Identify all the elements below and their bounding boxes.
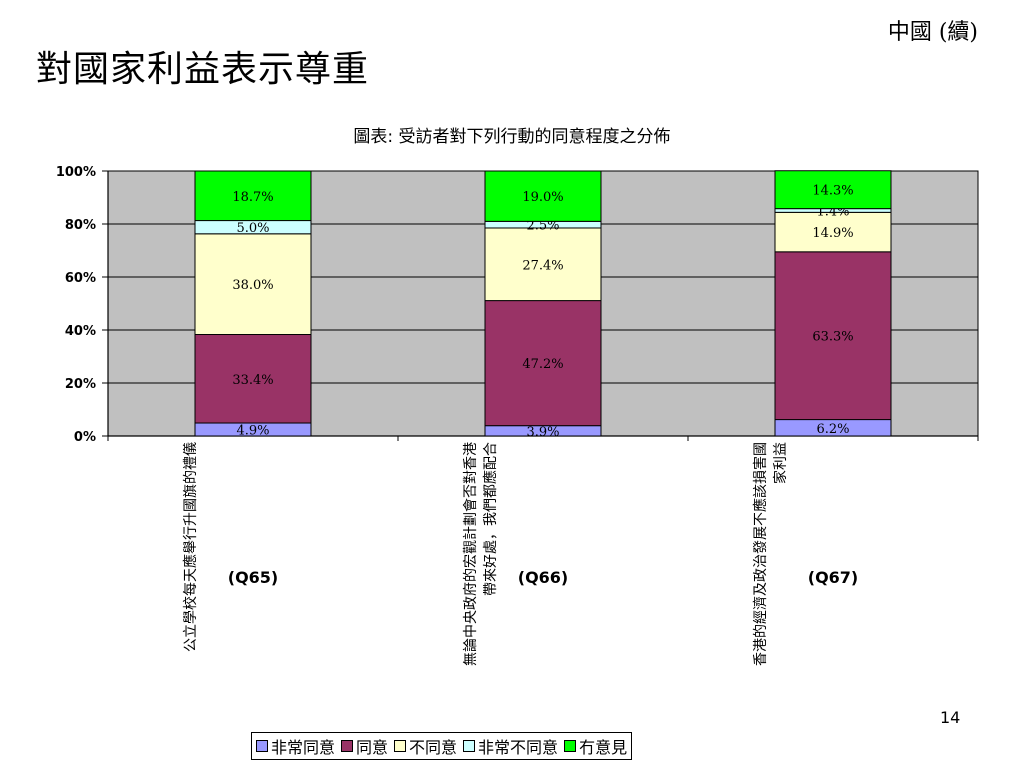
legend-item: 冇意見 xyxy=(564,734,627,758)
bar-segment xyxy=(194,233,312,336)
bar-segment xyxy=(484,170,602,222)
data-label: 3.9% xyxy=(526,425,559,440)
data-label: 47.2% xyxy=(522,357,563,372)
chart-title: 圖表: 受訪者對下列行動的同意程度之分佈 xyxy=(353,127,670,147)
y-tick-label: 80% xyxy=(65,218,96,233)
y-tick-label: 100% xyxy=(56,165,96,180)
bar-segment xyxy=(774,170,892,210)
data-label: 38.0% xyxy=(232,278,273,293)
legend-swatch xyxy=(394,740,407,752)
bar-segment xyxy=(194,334,312,424)
legend-swatch xyxy=(341,740,354,752)
category-code: (Q65) xyxy=(228,568,279,587)
page-corner-label: 中國 (續) xyxy=(887,20,978,45)
legend-item: 不同意 xyxy=(394,734,457,758)
data-label: 14.9% xyxy=(812,226,853,241)
legend-label: 冇意見 xyxy=(579,738,628,757)
category-label: 香港的經濟及政治發展不應該損害國 xyxy=(752,442,769,666)
category-label: 公立學校每天應舉行升國旗的禮儀 xyxy=(182,442,199,652)
bar-segment xyxy=(484,300,602,427)
y-tick-label: 40% xyxy=(65,324,96,339)
data-label: 14.3% xyxy=(812,184,853,199)
y-tick-label: 20% xyxy=(65,377,96,392)
legend-item: 非常同意 xyxy=(256,734,335,758)
legend-label: 非常同意 xyxy=(271,738,336,757)
legend-swatch xyxy=(463,740,476,752)
category-code: (Q67) xyxy=(808,568,859,587)
legend-label: 不同意 xyxy=(409,738,458,757)
category-label: 帶來好處，我們都應配合 xyxy=(482,442,499,596)
data-label: 63.3% xyxy=(812,330,853,345)
y-tick-label: 60% xyxy=(65,271,96,286)
data-label: 6.2% xyxy=(816,422,849,437)
data-label: 27.4% xyxy=(522,258,563,273)
legend-label: 同意 xyxy=(356,738,389,757)
bar-segment xyxy=(194,170,312,222)
data-label: 2.5% xyxy=(526,219,559,234)
legend-swatch xyxy=(564,740,577,752)
legend-label: 非常不同意 xyxy=(478,738,559,757)
page-number: 14 xyxy=(940,708,961,727)
category-label: 無論中央政府的宏觀計劃會否對香港 xyxy=(463,442,479,666)
page-title: 對國家利益表示尊重 xyxy=(36,49,370,90)
data-label: 19.0% xyxy=(522,190,563,205)
legend-item: 非常不同意 xyxy=(463,734,558,758)
legend-item: 同意 xyxy=(341,734,388,758)
y-tick-label: 0% xyxy=(74,430,96,445)
category-label: 家利益 xyxy=(772,442,789,484)
chart-legend: 非常同意 同意 不同意 非常不同意 冇意見 xyxy=(251,732,633,760)
data-label: 4.9% xyxy=(236,424,269,439)
bar-segment xyxy=(484,227,602,302)
data-label: 5.0% xyxy=(236,221,269,236)
category-code: (Q66) xyxy=(518,568,569,587)
data-label: 33.4% xyxy=(232,373,273,388)
data-label: 18.7% xyxy=(232,190,273,205)
legend-swatch xyxy=(256,740,268,752)
